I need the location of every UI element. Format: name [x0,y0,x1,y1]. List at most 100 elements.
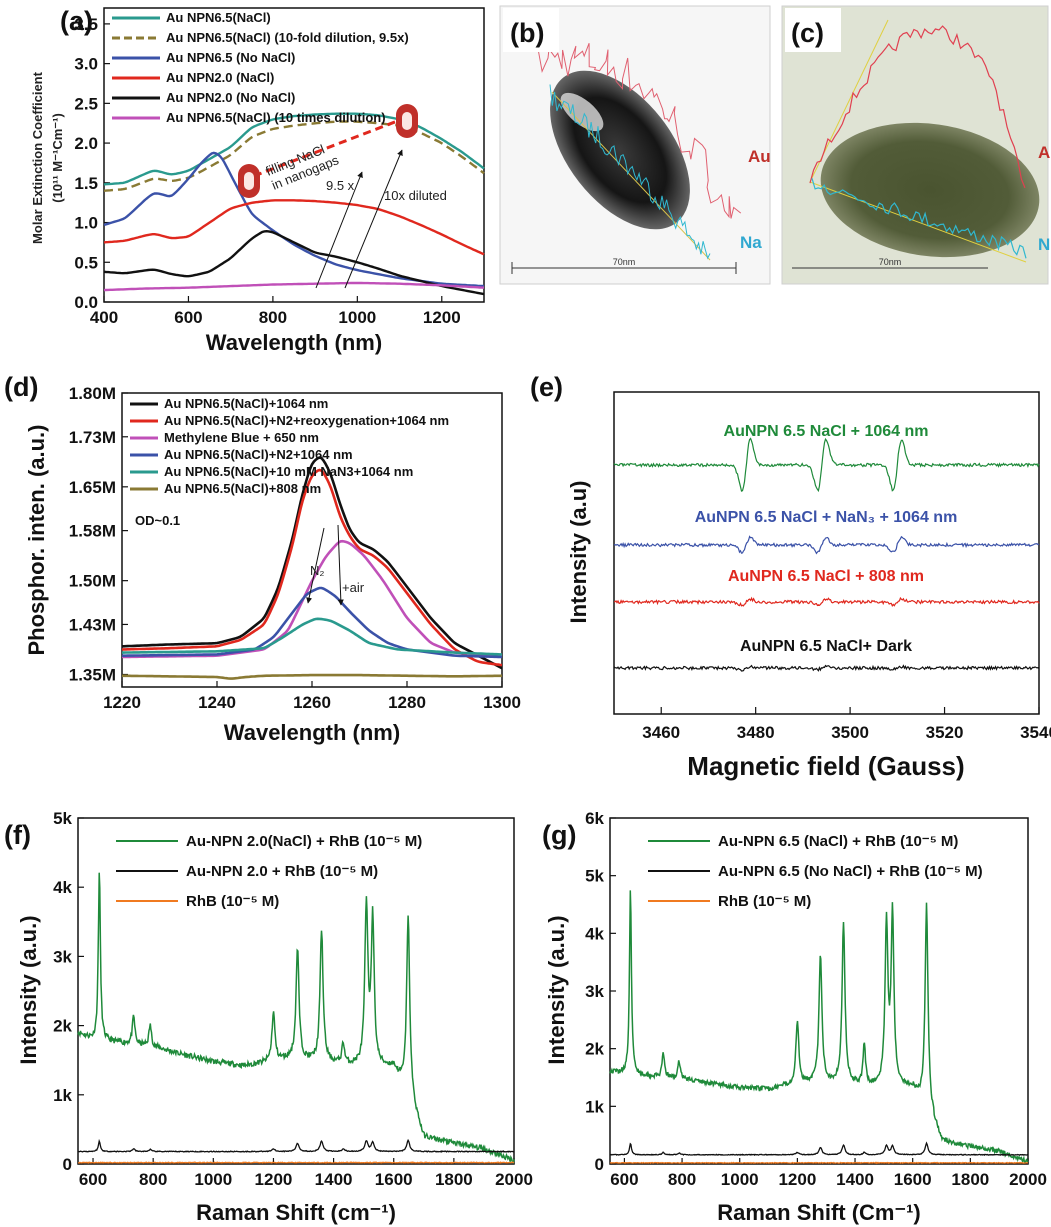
y-tick-label: 2k [585,1040,604,1059]
panel-e-ticks: 3460 3480 3500 3520 3540 [642,707,1051,742]
panel-d-ticks: 1220 1240 1260 1280 1300 1.35M 1.43M 1.50M 1.58M… [69,384,521,712]
y-tick-label: 1.50M [69,572,116,591]
panel-d-xlabel: Wavelength (nm) [224,720,400,745]
panel-b-letter-bg [503,8,559,52]
y-tick-label: 1.0 [74,214,98,233]
legend-entry: RhB (10⁻⁵ M) [186,893,279,910]
y-tick-label: 2.5 [74,94,98,113]
arrow-air [337,524,344,606]
y-tick-label: 3.0 [74,55,98,74]
panel-f-series [77,872,515,1164]
legend-entry: Au NPN6.5(NaCl) (10 times dilution) [166,110,386,125]
panel-c-au-label: A [1038,143,1050,162]
panel-e-series-label: AuNPN 6.5 NaCl+ Dark [740,638,912,655]
raman-series-line [78,1161,515,1164]
panel-d-series-line [121,468,503,667]
raman-series-line [609,890,1029,1164]
panel-a-series-line [103,112,485,186]
x-tick-label: 1300 [483,693,521,712]
panel-a-series-line [103,229,485,296]
panel-a-letter: (a) [60,6,93,36]
panel-e-series-labels: AuNPN 6.5 NaCl + 1064 nm AuNPN 6.5 NaCl +… [695,423,958,655]
arrow-n2 [306,527,325,604]
panel-d-series [121,456,503,680]
panel-a: (a) 400 600 800 1000 1200 0.0 0.5 1.0 1.5 2.0 2.5 3… [30,6,485,355]
legend-entry: Au-NPN 6.5 (No NaCl) + RhB (10⁻⁵ M) [718,863,983,880]
y-tick-label: 1k [53,1086,72,1105]
panel-d-series-line [122,617,503,656]
panel-e-frame [613,391,1040,715]
panel-b-na-trace [549,84,711,260]
panel-f-xlabel: Raman Shift (cm⁻¹) [196,1200,396,1225]
panel-d: (d) 1220 1240 1260 1280 13001.35M1.43M1.50M1… [4,372,521,745]
x-tick-label: 1800 [951,1170,989,1189]
legend-entry: Au NPN6.5(NaCl)+N2+1064 nm [164,447,353,462]
legend-entry: Au NPN6.5(NaCl) (10-fold dilution, 9.5x) [166,30,409,45]
x-tick-label: 800 [139,1170,167,1189]
legend-entry: RhB (10⁻⁵ M) [718,893,811,910]
y-tick-label: 2k [53,1017,72,1036]
y-tick-label: 4k [53,878,72,897]
anno-10x-diluted: 10x diluted [384,188,447,203]
panel-c-letter: (c) [791,18,824,48]
x-tick-label: 800 [668,1170,696,1189]
x-tick-label: 400 [90,308,118,327]
legend-entry: Au NPN2.0 (No NaCl) [166,90,295,105]
panel-f-ticks: 600 800 1000 1200 1400 1600 1800 2000 0 1k 2k 3k 4k 5… [53,809,533,1189]
anno-air: +air [342,580,365,595]
legend-entry: Au NPN6.5(NaCl)+10 mM NaN3+1064 nm [164,464,413,479]
panel-b-na-label: Na [740,233,762,252]
raman-series-line [609,1161,1028,1165]
legend-entry: Au NPN6.5(NaCl)+1064 nm [164,396,328,411]
panel-e: (e) 3460 3480 3500 3520 3540 Magnetic field … [530,372,1051,781]
y-tick-label: 6k [585,809,604,828]
y-tick-label: 0 [595,1155,604,1174]
x-tick-label: 2000 [495,1170,533,1189]
panel-e-ylabel: Intensity (a.u) [566,480,591,623]
legend-entry: Au NPN2.0 (NaCl) [166,70,274,85]
panel-c-letter-bg [785,8,841,52]
x-tick-label: 600 [174,308,202,327]
raman-series-line [77,872,515,1164]
panel-e-series-line [613,664,1040,672]
panel-d-series-line [122,456,503,670]
x-tick-label: 3460 [642,723,680,742]
panel-b-linescan [551,91,711,261]
nanoparticle-icon-right [396,104,418,138]
y-tick-label: 1.5 [74,174,98,193]
panel-c-au-trace [809,25,1026,189]
legend-entry: Au NPN6.5(NaCl)+N2+reoxygenation+1064 nm [164,413,449,428]
x-tick-label: 1400 [836,1170,874,1189]
y-tick-label: 1.73M [69,428,116,447]
legend-entry: Au NPN6.5(NaCl)+808 nm [164,481,321,496]
x-tick-label: 3500 [831,723,869,742]
legend-entry: Au-NPN 2.0(NaCl) + RhB (10⁻⁵ M) [186,833,422,850]
y-tick-label: 1k [585,1097,604,1116]
y-tick-label: 3k [585,982,604,1001]
y-tick-label: 3k [53,947,72,966]
panel-a-legend: Au NPN6.5(NaCl) Au NPN6.5(NaCl) (10-fold … [112,10,409,125]
y-tick-label: 2.0 [74,134,98,153]
x-tick-label: 3520 [926,723,964,742]
panel-f-legend: Au-NPN 2.0(NaCl) + RhB (10⁻⁵ M) Au-NPN 2.… [116,833,422,910]
y-tick-label: 5k [53,809,72,828]
panel-b-au-trace [536,43,742,219]
panel-a-frame [103,7,485,303]
panel-a-ticks: 400 600 800 1000 1200 0.0 0.5 1.0 1.5 2.0 2.5 3.0 3.… [74,15,460,327]
panel-g-legend: Au-NPN 6.5 (NaCl) + RhB (10⁻⁵ M) Au-NPN 6… [648,833,983,910]
legend-entry: Au NPN6.5 (No NaCl) [166,50,295,65]
y-tick-label: 0 [63,1155,72,1174]
panel-g-letter: (g) [542,820,576,850]
panel-f-letter: (f) [4,820,31,850]
panel-g-series [609,890,1029,1165]
panel-f-ylabel: Intensity (a.u.) [16,915,41,1064]
x-tick-label: 1000 [194,1170,232,1189]
panel-d-series-line [121,673,503,680]
nacl-fill-arrow [253,118,401,178]
panel-e-xlabel: Magnetic field (Gauss) [687,751,964,781]
panel-a-ylabel-line1: Molar Extinction Coefficient [30,71,45,244]
legend-entry: Methylene Blue + 650 nm [164,430,319,445]
anno-n2: N₂ [310,563,324,578]
y-tick-label: 5k [585,867,604,886]
panel-e-series [613,437,1040,672]
